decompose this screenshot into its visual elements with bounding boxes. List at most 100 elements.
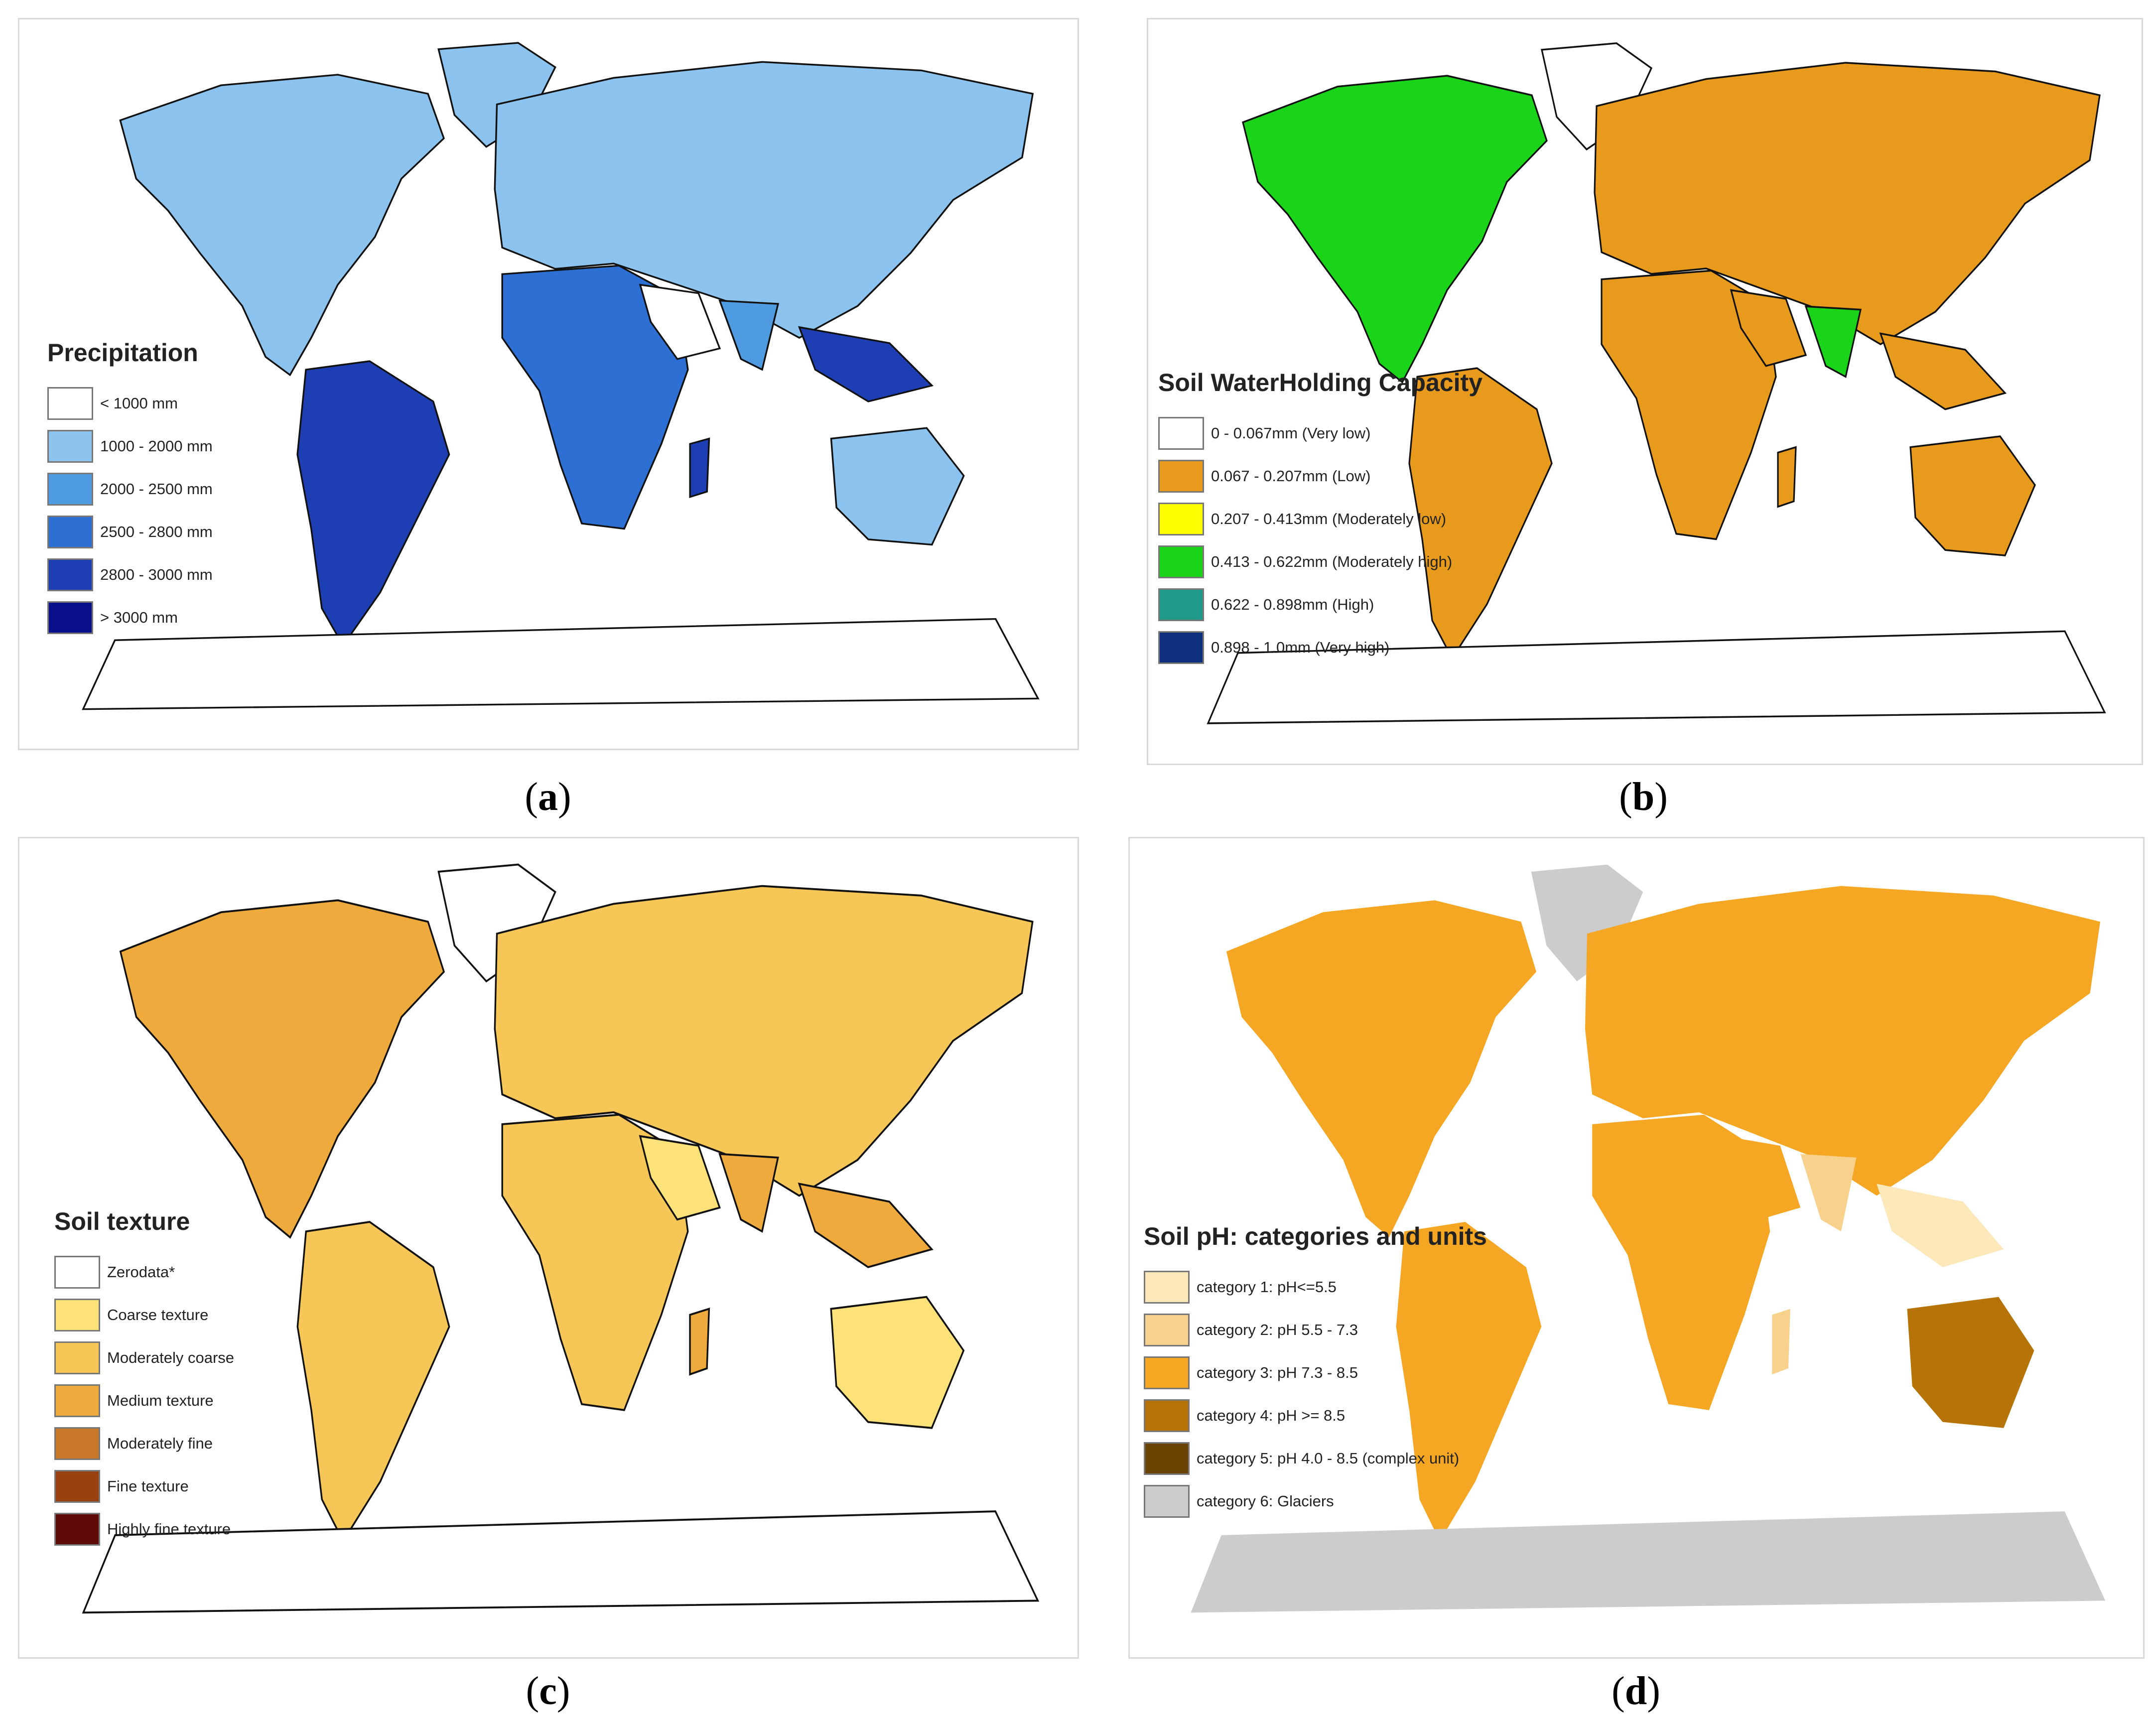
caption-d: (d) xyxy=(1612,1669,1660,1713)
legend-label: Moderately fine xyxy=(107,1435,213,1452)
legend-item: Highly fine texture xyxy=(54,1508,234,1551)
legend-item: 1000 - 2000 mm xyxy=(47,425,213,468)
legend-label: category 1: pH<=5.5 xyxy=(1197,1278,1337,1296)
legend-label: 1000 - 2000 mm xyxy=(100,437,213,455)
legend-item: category 6: Glaciers xyxy=(1144,1480,1487,1523)
legend-item: 2800 - 3000 mm xyxy=(47,553,213,596)
legend-title: Precipitation xyxy=(47,339,198,367)
continent-india xyxy=(718,299,780,371)
legend-label: category 3: pH 7.3 - 8.5 xyxy=(1197,1364,1358,1381)
legend-swatch xyxy=(1158,588,1204,621)
legend-label: Coarse texture xyxy=(107,1306,209,1324)
legend-title: Soil texture xyxy=(54,1207,190,1235)
caption-b: (b) xyxy=(1619,775,1668,819)
map-panel-soil-ph: Soil pH: categories and units category 1:… xyxy=(1128,837,2145,1659)
legend-swatch xyxy=(1144,1356,1190,1389)
legend-item: category 3: pH 7.3 - 8.5 xyxy=(1144,1351,1487,1394)
legend-label: 0.898 - 1.0mm (Very high) xyxy=(1211,639,1390,656)
legend-item: 2000 - 2500 mm xyxy=(47,468,213,511)
legend-swatch xyxy=(1144,1314,1190,1346)
legend-swatch xyxy=(1158,545,1204,578)
continent-eurasia xyxy=(1585,886,2100,1196)
continent-antarctica xyxy=(82,1510,1040,1614)
continent-antarctica xyxy=(82,618,1040,710)
legend-item: 0.898 - 1.0mm (Very high) xyxy=(1158,626,1482,669)
legend-label: Highly fine texture xyxy=(107,1520,231,1538)
legend-item: Moderately coarse xyxy=(54,1336,234,1379)
continent-madagascar xyxy=(689,437,710,498)
world-map-soil-texture xyxy=(82,863,1040,1614)
continent-south-america xyxy=(296,360,450,648)
legend-swatch xyxy=(1144,1485,1190,1518)
legend-item: 0 - 0.067mm (Very low) xyxy=(1158,412,1482,455)
world-map-precipitation xyxy=(82,42,1040,710)
legend-swatch xyxy=(47,516,93,548)
legend-swatch xyxy=(47,430,93,463)
continent-antarctica xyxy=(1207,630,2106,724)
legend-item: category 2: pH 5.5 - 7.3 xyxy=(1144,1309,1487,1351)
continent-arabia xyxy=(1730,289,1807,367)
map-panel-precipitation: Precipitation < 1000 mm 1000 - 2000 mm 2000… xyxy=(18,18,1079,750)
legend-item: 0.622 - 0.898mm (High) xyxy=(1158,583,1482,626)
continent-north-america xyxy=(119,899,445,1239)
legend-swatch xyxy=(54,1256,100,1289)
map-panel-soil-water-holding: Soil WaterHolding Capacity 0 - 0.067mm (V… xyxy=(1147,18,2143,765)
continent-arabia xyxy=(1724,1136,1801,1220)
legend-label: Zerodata* xyxy=(107,1263,175,1281)
continent-south-america xyxy=(296,1221,450,1543)
legend-label: 0 - 0.067mm (Very low) xyxy=(1211,424,1371,442)
caption-a: (a) xyxy=(525,775,571,819)
legend-swatch xyxy=(47,558,93,591)
continent-india xyxy=(1800,1154,1857,1232)
legend-item: Fine texture xyxy=(54,1465,234,1508)
legend-label: category 2: pH 5.5 - 7.3 xyxy=(1197,1321,1358,1338)
legend-item: 0.413 - 0.622mm (Moderately high) xyxy=(1158,540,1482,583)
legend-item: Moderately fine xyxy=(54,1422,234,1465)
continent-north-america xyxy=(1242,75,1548,384)
legend-swatch xyxy=(1158,631,1204,664)
continent-north-america xyxy=(1226,900,1537,1238)
continent-north-america xyxy=(119,74,445,377)
legend-title: Soil pH: categories and units xyxy=(1144,1222,1487,1250)
continent-se-asia xyxy=(1877,1184,2004,1267)
legend-item: Zerodata* xyxy=(54,1251,234,1294)
legend-precipitation: Precipitation < 1000 mm 1000 - 2000 mm 2000… xyxy=(47,338,213,639)
legend-swatch xyxy=(54,1299,100,1331)
world-map-soil-water-holding xyxy=(1207,42,2106,724)
legend-label: 2500 - 2800 mm xyxy=(100,523,213,540)
legend-item: Medium texture xyxy=(54,1379,234,1422)
legend-label: 0.622 - 0.898mm (High) xyxy=(1211,596,1374,613)
legend-label: 0.207 - 0.413mm (Moderately low) xyxy=(1211,510,1447,528)
legend-label: Moderately coarse xyxy=(107,1349,235,1366)
continent-eurasia xyxy=(494,885,1034,1197)
legend-swatch xyxy=(1144,1442,1190,1475)
continent-eurasia xyxy=(1594,62,2101,346)
legend-swatch xyxy=(47,473,93,506)
legend-label: category 5: pH 4.0 - 8.5 (complex unit) xyxy=(1197,1450,1460,1467)
legend-swatch xyxy=(1158,460,1204,493)
legend-item: Coarse texture xyxy=(54,1294,234,1336)
legend-swatch xyxy=(54,1513,100,1546)
legend-swatch xyxy=(47,601,93,634)
continent-antarctica xyxy=(1191,1511,2106,1613)
continent-se-asia xyxy=(1879,332,2007,410)
legend-item: category 1: pH<=5.5 xyxy=(1144,1266,1487,1309)
continent-india xyxy=(1804,305,1862,378)
legend-label: 2000 - 2500 mm xyxy=(100,480,213,498)
legend-label: category 6: Glaciers xyxy=(1197,1492,1334,1510)
continent-australia xyxy=(1909,435,2036,556)
legend-swatch xyxy=(1158,503,1204,535)
legend-item: category 4: pH >= 8.5 xyxy=(1144,1394,1487,1437)
continent-madagascar xyxy=(1772,1309,1790,1375)
legend-item: < 1000 mm xyxy=(47,382,213,425)
legend-label: Fine texture xyxy=(107,1477,189,1495)
legend-soil-texture: Soil texture Zerodata* Coarse texture Moder… xyxy=(54,1207,234,1551)
legend-label: > 3000 mm xyxy=(100,609,178,626)
legend-title: Soil WaterHolding Capacity xyxy=(1158,369,1483,397)
legend-label: Medium texture xyxy=(107,1392,214,1409)
continent-se-asia xyxy=(798,326,934,402)
continent-arabia xyxy=(639,283,721,360)
continent-madagascar xyxy=(1777,446,1797,508)
legend-item: category 5: pH 4.0 - 8.5 (complex unit) xyxy=(1144,1437,1487,1480)
legend-item: 0.067 - 0.207mm (Low) xyxy=(1158,455,1482,498)
